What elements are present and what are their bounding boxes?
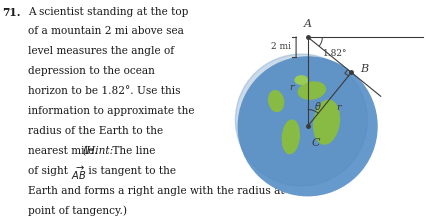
Circle shape [236,54,367,186]
Text: 2 mi: 2 mi [271,42,291,51]
Text: $\overrightarrow{AB}$: $\overrightarrow{AB}$ [71,165,86,182]
Text: 1.82°: 1.82° [323,49,348,58]
Text: information to approximate the: information to approximate the [28,106,194,116]
Ellipse shape [314,100,339,144]
Text: (Hint:: (Hint: [83,146,114,156]
Text: level measures the angle of: level measures the angle of [28,46,174,57]
Text: nearest mile.: nearest mile. [28,146,101,156]
Text: radius of the Earth to the: radius of the Earth to the [28,126,163,136]
Text: The line: The line [109,146,155,156]
Text: C: C [312,138,320,148]
Text: horizon to be 1.82°. Use this: horizon to be 1.82°. Use this [28,86,180,96]
Text: of a mountain 2 mi above sea: of a mountain 2 mi above sea [28,26,184,37]
Ellipse shape [295,76,307,84]
Text: 71.: 71. [3,7,21,18]
Ellipse shape [268,91,283,111]
Text: A: A [304,19,312,28]
Text: r: r [336,103,340,112]
Circle shape [238,57,377,196]
Text: depression to the ocean: depression to the ocean [28,66,155,76]
Text: of sight: of sight [28,166,71,176]
Ellipse shape [298,82,325,99]
Text: point of tangency.): point of tangency.) [28,206,127,216]
Text: Earth and forms a right angle with the radius at the: Earth and forms a right angle with the r… [28,186,305,196]
Ellipse shape [283,120,299,154]
Text: B: B [360,64,368,74]
Text: r: r [290,83,294,92]
Text: is tangent to the: is tangent to the [85,166,176,176]
Text: θ: θ [315,102,321,112]
Text: A scientist standing at the top: A scientist standing at the top [28,7,188,17]
